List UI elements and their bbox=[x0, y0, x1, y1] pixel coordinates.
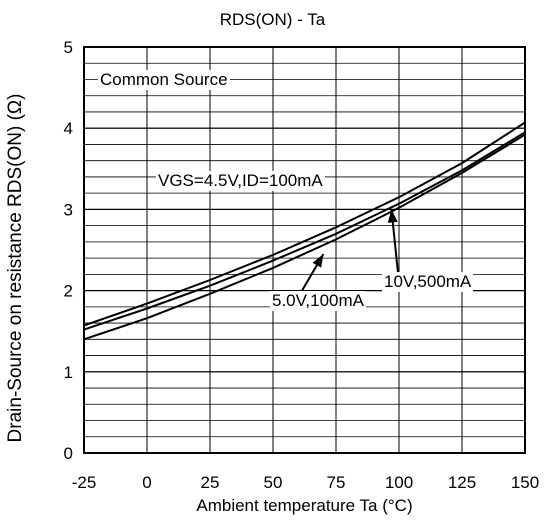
series-label-10v: 10V,500mA bbox=[382, 272, 474, 292]
x-tick-label: 125 bbox=[448, 473, 476, 492]
common-source-label: Common Source bbox=[98, 70, 230, 90]
y-tick-label: 3 bbox=[64, 200, 73, 219]
axis-tick-labels: -25 0 25 50 75 100 125 150 0 1 2 3 4 5 bbox=[64, 38, 540, 492]
y-tick-label: 0 bbox=[64, 444, 73, 463]
x-tick-label: 150 bbox=[511, 473, 539, 492]
arrow-10v-head bbox=[387, 209, 398, 223]
x-tick-label: 75 bbox=[327, 473, 346, 492]
y-tick-label: 5 bbox=[64, 38, 73, 57]
arrow-5v bbox=[297, 253, 325, 298]
series-line-2 bbox=[83, 131, 526, 331]
series-line-3 bbox=[83, 133, 526, 341]
y-tick-label: 2 bbox=[64, 282, 73, 301]
series-lines bbox=[83, 121, 526, 341]
major-gridlines bbox=[83, 46, 526, 454]
series-line-1 bbox=[83, 121, 526, 327]
y-tick-label: 4 bbox=[64, 119, 73, 138]
x-tick-label: 0 bbox=[142, 473, 151, 492]
x-tick-label: 50 bbox=[264, 473, 283, 492]
chart-title: RDS(ON) - Ta bbox=[219, 10, 326, 29]
arrow-10v bbox=[387, 209, 400, 283]
x-tick-label: -25 bbox=[72, 473, 97, 492]
series-label-vgs-4-5v: VGS=4.5V,ID=100mA bbox=[156, 171, 325, 191]
plot-frame bbox=[83, 46, 526, 454]
annotation-arrows bbox=[297, 209, 400, 298]
x-axis-label: Ambient temperature Ta (°C) bbox=[196, 496, 413, 515]
y-axis-label: Drain-Source on resistance RDS(ON) (Ω) bbox=[5, 93, 26, 443]
y-tick-label: 1 bbox=[64, 363, 73, 382]
x-tick-label: 25 bbox=[201, 473, 220, 492]
minor-gridlines bbox=[84, 46, 525, 454]
series-label-5v: 5.0V,100mA bbox=[270, 291, 366, 311]
arrow-5v-head bbox=[312, 254, 324, 268]
x-tick-label: 100 bbox=[385, 473, 413, 492]
